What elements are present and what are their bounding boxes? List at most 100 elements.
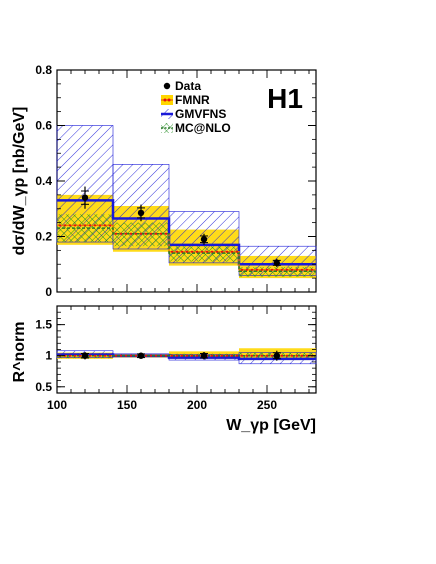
top-fmnr-dot (200, 250, 204, 253)
bottom-y-tick-label: 1 (45, 349, 52, 363)
top-bands (56, 125, 317, 279)
top-fmnr-dot (310, 268, 314, 271)
legend-item-fmnr: FMNR (161, 93, 210, 107)
top-data-point (273, 259, 280, 267)
top-fmnr-dot (170, 250, 174, 253)
bottom-fmnr-dot (164, 354, 168, 357)
legend-data-marker (163, 82, 171, 90)
top-fmnr-dot (124, 232, 128, 235)
legend-item-data: Data (163, 79, 201, 93)
top-fmnr-dot (225, 250, 229, 253)
top-y-axis-title: dσ/dW_γp [nb/GeV] (11, 107, 28, 256)
top-fmnr-dot (280, 268, 284, 271)
bottom-fmnr-dot (119, 354, 123, 357)
top-fmnr-dot (240, 268, 244, 271)
top-mcnlo-band-cross (239, 267, 316, 277)
bottom-y-tick-label: 1.5 (35, 318, 52, 332)
top-fmnr-dot (129, 232, 133, 235)
top-fmnr-dot (220, 250, 224, 253)
bottom-fmnr-dot (250, 354, 254, 357)
top-fmnr-dot (58, 224, 62, 227)
top-fmnr-dot (83, 224, 87, 227)
bottom-y-tick-label: 0.5 (35, 380, 52, 394)
bottom-panel: 0.5 1 1.5 100 150 200 250 R^norm W_γp [GeV] (11, 305, 317, 434)
top-y-tick-label: 0.2 (35, 230, 52, 244)
bottom-fmnr-dot (300, 354, 304, 357)
bottom-data-point (273, 352, 280, 359)
bottom-fmnr-dot (285, 354, 289, 357)
top-fmnr-dot (275, 268, 279, 271)
bottom-lines (57, 353, 316, 361)
bottom-fmnr-dot (154, 354, 158, 357)
top-data-point (200, 236, 208, 243)
top-fmnr-dot (159, 232, 163, 235)
legend-data-label: Data (175, 79, 201, 93)
bottom-fmnr-dot (73, 354, 77, 357)
bottom-fmnr-dot (78, 354, 82, 357)
bottom-fmnr-dot (260, 354, 264, 357)
bottom-fmnr-dot (114, 354, 118, 357)
bottom-data (81, 350, 281, 361)
x-axis-title: W_γp [GeV] (226, 417, 316, 434)
top-fmnr-dot (205, 250, 209, 253)
top-fmnr-dot (134, 232, 138, 235)
bottom-data-point (81, 352, 89, 359)
top-fmnr-dot (260, 268, 264, 271)
legend-mcnlo-swatch-cross (161, 123, 173, 133)
x-tick-label: 100 (47, 398, 67, 412)
bottom-data-point (137, 352, 145, 359)
top-fmnr-dot (245, 268, 249, 271)
top-fmnr-dot (175, 250, 179, 253)
top-fmnr-dot (139, 232, 143, 235)
bottom-fmnr-dot (98, 354, 102, 357)
bottom-fmnr-dot (144, 354, 148, 357)
top-fmnr-dot (215, 250, 219, 253)
top-fmnr-dot (235, 250, 239, 253)
bottom-fmnr-dot (240, 354, 244, 357)
top-fmnr-dot (285, 268, 289, 271)
bottom-fmnr-dot (88, 354, 92, 357)
legend: Data FMNR GMVFNS MC@NLO (161, 79, 231, 135)
top-fmnr-dot (290, 268, 294, 271)
top-y-tick-label: 0 (45, 285, 52, 299)
top-fmnr-dot (78, 224, 82, 227)
top-fmnr-dot (88, 224, 92, 227)
top-fmnr-dot (185, 250, 189, 253)
top-fmnr-dot (144, 232, 148, 235)
top-fmnr-dot (295, 268, 299, 271)
top-fmnr-dot (250, 268, 254, 271)
bottom-fmnr-dot (270, 354, 274, 357)
bottom-fmnr-dot (185, 354, 189, 357)
bottom-fmnr-dot (220, 354, 224, 357)
bottom-fmnr-dot (215, 354, 219, 357)
bottom-fmnr-dot (280, 354, 284, 357)
top-fmnr-dot (255, 268, 259, 271)
legend-fmnr-dot (167, 98, 171, 102)
top-fmnr-dot (63, 224, 67, 227)
bottom-fmnr-dot (175, 354, 179, 357)
top-fmnr-dot (103, 224, 107, 227)
top-fmnr-dot (180, 250, 184, 253)
top-ticks: 0 0.2 0.4 0.6 0.8 (35, 63, 316, 299)
legend-item-mcnlo: MC@NLO (161, 121, 231, 135)
bottom-fmnr-dot (93, 354, 97, 357)
bottom-fmnr-dot (129, 354, 133, 357)
top-data (81, 186, 281, 268)
top-lines (57, 199, 316, 272)
bottom-fmnr-dot (103, 354, 107, 357)
top-fmnr-dot (300, 268, 304, 271)
bottom-fmnr-dot (290, 354, 294, 357)
top-data-point (137, 209, 145, 217)
top-fmnr-dot (195, 250, 199, 253)
top-fmnr-dot (230, 250, 234, 253)
top-fmnr-dot (164, 232, 168, 235)
top-fmnr-dot (265, 268, 269, 271)
bottom-fmnr-dot (235, 354, 239, 357)
legend-item-gmvfns: GMVFNS (161, 107, 226, 121)
x-tick-label: 150 (117, 398, 137, 412)
bottom-fmnr-dot (255, 354, 259, 357)
bottom-y-axis-title: R^norm (11, 322, 28, 383)
bottom-fmnr-dot (149, 354, 153, 357)
bottom-fmnr-dot (159, 354, 163, 357)
